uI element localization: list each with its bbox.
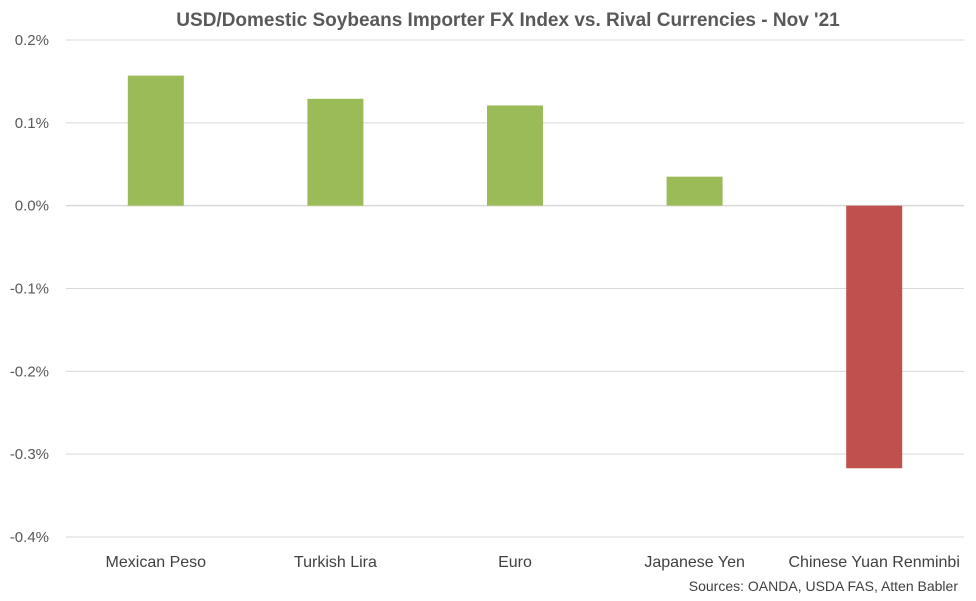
source-note: Sources: OANDA, USDA FAS, Atten Babler (689, 578, 959, 594)
bars (127, 75, 903, 469)
x-category-label: Turkish Lira (294, 554, 377, 571)
y-tick-label: -0.2% (10, 363, 49, 380)
y-tick-label: -0.4% (10, 529, 49, 546)
x-axis-category-labels: Mexican Peso Turkish Lira Euro Japanese Yen… (106, 554, 960, 571)
x-category-label: Japanese Yen (644, 554, 745, 571)
y-tick-label: -0.3% (10, 446, 49, 463)
bar-chinese-yuan-renminbi (846, 205, 903, 469)
bar-euro (487, 105, 543, 206)
chart-title: USD/Domestic Soybeans Importer FX Index … (176, 10, 840, 31)
x-category-label: Chinese Yuan Renminbi (789, 554, 960, 571)
bar-japanese-yen (666, 176, 723, 206)
bar-mexican-peso (127, 75, 184, 206)
x-category-label: Mexican Peso (106, 554, 207, 571)
y-tick-label: -0.1% (10, 281, 49, 298)
bar-turkish-lira (307, 98, 364, 206)
y-tick-label: 0.2% (15, 32, 49, 49)
y-axis-tick-labels: 0.2% 0.1% 0.0% -0.1% -0.2% -0.3% -0.4% (10, 32, 49, 546)
x-category-label: Euro (498, 554, 532, 571)
gridlines (66, 39, 964, 538)
y-tick-label: 0.0% (15, 198, 49, 215)
y-tick-label: 0.1% (15, 115, 49, 132)
